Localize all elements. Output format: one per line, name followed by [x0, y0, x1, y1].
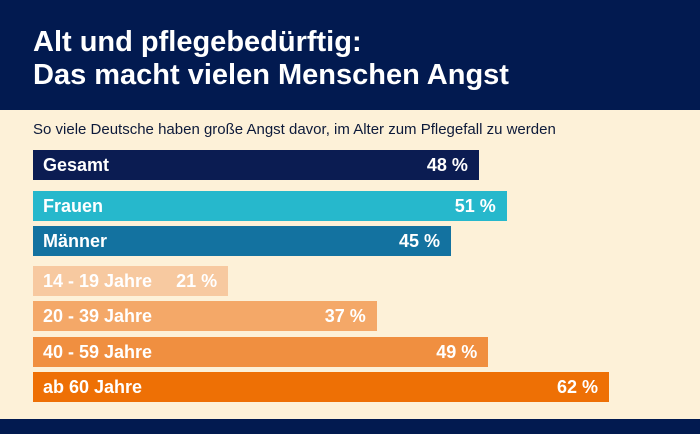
chart-title: Alt und pflegebedürftig: Das macht viele…	[33, 26, 509, 92]
data-label: 49 %	[436, 342, 478, 362]
data-label: 45 %	[399, 231, 441, 251]
header: Alt und pflegebedürftig: Das macht viele…	[0, 0, 700, 110]
bar-label: 20 - 39 Jahre	[43, 306, 153, 326]
bar-3: 14 - 19 Jahre 21 %	[33, 266, 229, 296]
bar-6: ab 60 Jahre 62 %	[33, 372, 609, 402]
data-label: 48 %	[426, 155, 468, 175]
bar-label: Frauen	[43, 196, 104, 216]
bar-label: Gesamt	[43, 155, 110, 175]
bar-5: 40 - 59 Jahre 49 %	[33, 337, 489, 367]
bar-label: ab 60 Jahre	[43, 377, 143, 397]
data-label: 62 %	[556, 377, 598, 397]
bar-label: Männer	[43, 231, 108, 251]
bar-2: Männer 45 %	[33, 226, 452, 256]
chart-subtitle: So viele Deutsche haben große Angst davo…	[33, 121, 556, 138]
data-label: 37 %	[324, 306, 366, 326]
bar-label: 40 - 59 Jahre	[43, 342, 153, 362]
data-label: 21 %	[176, 271, 218, 291]
title-line-2: Das macht vielen Menschen Angst	[33, 59, 509, 91]
title-line-1: Alt und pflegebedürftig:	[33, 26, 362, 58]
footer-strip	[0, 419, 700, 434]
bar-label: 14 - 19 Jahre	[43, 271, 153, 291]
bar-1: Frauen 51 %	[33, 191, 507, 221]
bar-4: 20 - 39 Jahre 37 %	[33, 301, 377, 331]
bar-0: Gesamt 48 %	[33, 150, 479, 180]
data-label: 51 %	[454, 196, 496, 216]
